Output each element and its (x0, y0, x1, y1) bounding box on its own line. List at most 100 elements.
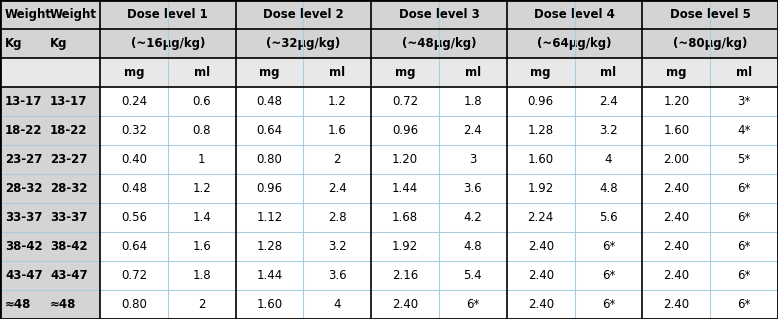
Text: 5*: 5* (738, 153, 751, 166)
Text: 5.6: 5.6 (599, 211, 618, 224)
Text: (~32μg/kg): (~32μg/kg) (266, 37, 341, 50)
Text: 1.44: 1.44 (257, 269, 282, 282)
Text: 1.2: 1.2 (192, 182, 211, 195)
Text: 1.68: 1.68 (392, 211, 418, 224)
Bar (575, 145, 643, 174)
Bar (236, 232, 303, 261)
Text: 0.48: 0.48 (121, 182, 147, 195)
Text: Kg: Kg (50, 37, 68, 50)
Bar (0, 0, 100, 29)
Text: 2.40: 2.40 (663, 269, 689, 282)
Text: 0.24: 0.24 (121, 95, 147, 108)
Text: 18-22: 18-22 (50, 124, 87, 137)
Text: 0.96: 0.96 (392, 124, 418, 137)
Bar (168, 203, 236, 232)
Bar (710, 58, 778, 87)
Bar (575, 232, 643, 261)
Text: 6*: 6* (602, 298, 615, 311)
Text: ml: ml (194, 66, 210, 79)
Text: 1.4: 1.4 (192, 211, 211, 224)
Bar (371, 174, 439, 203)
Text: 1.44: 1.44 (392, 182, 419, 195)
Text: 1: 1 (198, 153, 205, 166)
Bar (303, 232, 371, 261)
Bar (506, 174, 575, 203)
Bar (371, 232, 439, 261)
Text: 38-42: 38-42 (50, 240, 88, 253)
Text: 6*: 6* (738, 182, 751, 195)
Text: 1.6: 1.6 (328, 124, 347, 137)
Text: 28-32: 28-32 (5, 182, 43, 195)
Text: (~64μg/kg): (~64μg/kg) (538, 37, 612, 50)
Bar (236, 0, 371, 29)
Bar (371, 116, 439, 145)
Bar (236, 145, 303, 174)
Bar (643, 87, 710, 116)
Bar (303, 203, 371, 232)
Bar (168, 145, 236, 174)
Bar (236, 29, 371, 58)
Text: 4*: 4* (738, 124, 751, 137)
Text: 2.40: 2.40 (663, 182, 689, 195)
Text: 0.48: 0.48 (257, 95, 282, 108)
Text: ml: ml (329, 66, 345, 79)
Bar (236, 174, 303, 203)
Bar (168, 261, 236, 290)
Text: 2.24: 2.24 (527, 211, 554, 224)
Text: 1.12: 1.12 (257, 211, 282, 224)
Bar (100, 145, 168, 174)
Text: 1.8: 1.8 (464, 95, 482, 108)
Text: 0.40: 0.40 (121, 153, 147, 166)
Text: 0.32: 0.32 (121, 124, 147, 137)
Text: 0.72: 0.72 (392, 95, 418, 108)
Text: Dose level 4: Dose level 4 (534, 8, 615, 21)
Text: 1.8: 1.8 (192, 269, 211, 282)
Bar (371, 58, 439, 87)
Bar (0, 232, 100, 261)
Text: 2.40: 2.40 (527, 240, 554, 253)
Text: 3.6: 3.6 (464, 182, 482, 195)
Bar (100, 116, 168, 145)
Text: 23-27: 23-27 (5, 153, 42, 166)
Text: 0.96: 0.96 (527, 95, 554, 108)
Text: 2: 2 (198, 298, 205, 311)
Text: 2.4: 2.4 (464, 124, 482, 137)
Bar (506, 145, 575, 174)
Bar (0, 261, 100, 290)
Bar (236, 87, 303, 116)
Bar (0, 87, 100, 116)
Bar (643, 290, 710, 319)
Bar (575, 58, 643, 87)
Text: Weight: Weight (5, 8, 52, 21)
Bar (506, 87, 575, 116)
Bar (643, 174, 710, 203)
Text: 1.60: 1.60 (257, 298, 282, 311)
Bar (439, 261, 506, 290)
Bar (303, 290, 371, 319)
Bar (439, 116, 506, 145)
Bar (710, 203, 778, 232)
Bar (643, 58, 710, 87)
Bar (643, 261, 710, 290)
Bar (236, 290, 303, 319)
Bar (100, 203, 168, 232)
Text: 1.6: 1.6 (192, 240, 211, 253)
Text: 2.8: 2.8 (328, 211, 347, 224)
Bar (100, 29, 236, 58)
Text: 1.60: 1.60 (527, 153, 554, 166)
Bar (371, 290, 439, 319)
Text: 0.64: 0.64 (121, 240, 147, 253)
Bar (643, 203, 710, 232)
Bar (506, 232, 575, 261)
Bar (506, 58, 575, 87)
Text: 2: 2 (334, 153, 341, 166)
Bar (168, 87, 236, 116)
Text: 1.28: 1.28 (527, 124, 554, 137)
Bar (506, 261, 575, 290)
Text: 23-27: 23-27 (50, 153, 87, 166)
Text: 0.8: 0.8 (192, 124, 211, 137)
Text: mg: mg (259, 66, 280, 79)
Text: 2.40: 2.40 (663, 298, 689, 311)
Bar (575, 290, 643, 319)
Text: 1.20: 1.20 (663, 95, 689, 108)
